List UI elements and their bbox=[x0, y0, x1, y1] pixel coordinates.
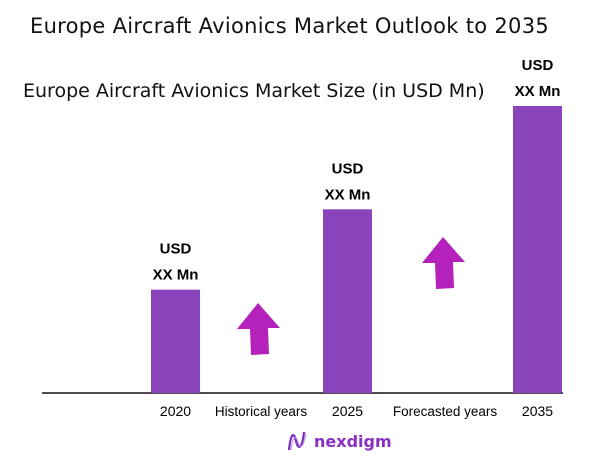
up-arrow-icon bbox=[422, 237, 465, 289]
data-label-2035: XX Mn bbox=[515, 83, 561, 100]
nexdigm-logo: nexdigm bbox=[287, 430, 392, 452]
up-arrow-icon bbox=[237, 303, 280, 355]
chart-subtitle: Europe Aircraft Avionics Market Size (in… bbox=[23, 80, 485, 102]
x-tick-label-2020: 2020 bbox=[160, 403, 191, 419]
bar-2020 bbox=[151, 289, 200, 393]
bar-2025 bbox=[323, 209, 372, 393]
x-tick-label-2035: 2035 bbox=[522, 403, 553, 419]
data-label-2020: USD bbox=[160, 241, 192, 258]
x-tick-label-2025: 2025 bbox=[332, 403, 363, 419]
data-label-2025: USD bbox=[332, 160, 364, 177]
logo-text: nexdigm bbox=[314, 431, 392, 451]
logo-wave-icon bbox=[287, 431, 307, 451]
data-label-2020: XX Mn bbox=[153, 267, 199, 284]
period-label-0: Historical years bbox=[215, 404, 308, 419]
chart-title: Europe Aircraft Avionics Market Outlook … bbox=[30, 14, 550, 38]
period-label-1: Forecasted years bbox=[393, 404, 498, 419]
bar-2035 bbox=[513, 106, 562, 393]
data-label-2025: XX Mn bbox=[325, 186, 371, 203]
data-label-2035: USD bbox=[522, 57, 554, 74]
